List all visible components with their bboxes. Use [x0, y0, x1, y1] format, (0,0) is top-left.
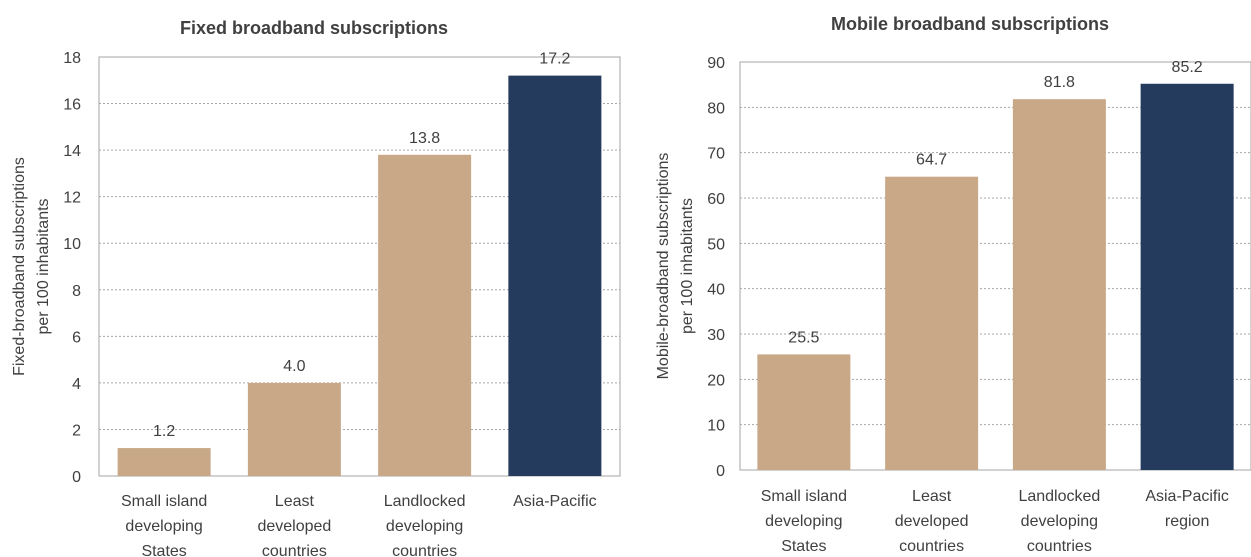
y-tick-label: 30 — [707, 327, 725, 344]
category-label-line: Small island — [761, 488, 847, 505]
y-tick-label: 4 — [72, 376, 81, 393]
bar — [757, 354, 851, 470]
y-tick-label: 50 — [707, 236, 725, 253]
category-label: Small island developing States — [761, 488, 847, 555]
category-label-line: Landlocked — [1018, 488, 1100, 505]
y-tick-label: 14 — [63, 143, 81, 160]
data-label: 17.2 — [539, 51, 570, 68]
y-tick-label: 40 — [707, 282, 725, 299]
category-label-line: States — [141, 543, 186, 557]
chart-title: Mobile broadband subscriptions — [831, 14, 1109, 34]
y-tick-label: 70 — [707, 146, 725, 163]
bar — [885, 176, 979, 470]
category-label-line: States — [781, 538, 826, 555]
bar — [1140, 83, 1234, 470]
category-label: Small island developing States — [121, 493, 207, 557]
y-axis-label-line: Mobile-broadband subscriptions — [655, 153, 672, 380]
y-tick-label: 0 — [716, 463, 725, 480]
category-label: Least developed countries — [895, 488, 969, 555]
bar — [1012, 99, 1106, 470]
category-label-line: developing — [765, 513, 842, 530]
category-label-line: countries — [392, 543, 457, 557]
y-tick-label: 10 — [707, 418, 725, 435]
y-axis-label-line: per 100 inhabitants — [679, 198, 696, 334]
category-label-line: Least — [275, 493, 315, 510]
category-label-line: developing — [1021, 513, 1098, 530]
category-label-line: Least — [912, 488, 952, 505]
category-label-line: countries — [899, 538, 964, 555]
bar — [508, 75, 602, 476]
y-tick-label: 20 — [707, 372, 725, 389]
y-tick-label: 0 — [72, 469, 81, 486]
category-label-line: developing — [386, 518, 463, 535]
data-label: 4.0 — [283, 358, 305, 375]
y-tick-label: 60 — [707, 191, 725, 208]
category-label-line: Small island — [121, 493, 207, 510]
data-label: 1.2 — [153, 423, 175, 440]
category-label-line: developing — [125, 518, 202, 535]
plot-area-frame — [98, 56, 621, 477]
y-axis-label: Mobile-broadband subscriptions per 100 in… — [655, 153, 696, 380]
data-label: 64.7 — [916, 152, 947, 169]
y-tick-label: 8 — [72, 283, 81, 300]
category-label: Landlocked developing countries — [384, 493, 466, 557]
category-label: Least developed countries — [257, 493, 331, 557]
y-axis-label: Fixed-broadband subscriptions per 100 inh… — [11, 157, 52, 376]
category-label-line: Asia-Pacific — [1145, 488, 1229, 505]
y-tick-label: 90 — [707, 55, 725, 72]
y-tick-label: 2 — [72, 422, 81, 439]
bar — [247, 382, 341, 476]
plot-area-frame — [739, 61, 1251, 471]
category-label: Asia-Pacific region — [1145, 488, 1229, 530]
category-label-line: region — [1165, 513, 1209, 530]
y-axis-label-line: per 100 inhabitants — [35, 198, 52, 334]
data-label: 13.8 — [409, 130, 440, 147]
fixed-broadband-chart: Fixed broadband subscriptions 0 2 4 6 8 10 12 14… — [11, 18, 621, 557]
y-axis-label-line: Fixed-broadband subscriptions — [11, 157, 28, 376]
category-label-line: developed — [257, 518, 331, 535]
mobile-broadband-chart: Mobile broadband subscriptions 0 10 20 30 40 5… — [655, 14, 1251, 555]
bar — [378, 154, 472, 476]
data-label: 81.8 — [1044, 74, 1075, 91]
y-tick-label: 18 — [63, 50, 81, 67]
data-label: 85.2 — [1172, 59, 1203, 76]
category-label-line: countries — [1027, 538, 1092, 555]
y-tick-label: 6 — [72, 329, 81, 346]
y-tick-label: 10 — [63, 236, 81, 253]
y-tick-label: 16 — [63, 97, 81, 114]
bar — [117, 448, 211, 476]
category-label-line: Asia-Pacific — [513, 493, 597, 510]
category-label-line: Landlocked — [384, 493, 466, 510]
category-label-line: developed — [895, 513, 969, 530]
y-tick-label: 80 — [707, 100, 725, 117]
chart-title: Fixed broadband subscriptions — [180, 18, 448, 38]
y-tick-label: 12 — [63, 190, 81, 207]
category-label-line: countries — [262, 543, 327, 557]
category-label: Asia-Pacific — [513, 493, 597, 510]
data-label: 25.5 — [788, 329, 819, 346]
category-label: Landlocked developing countries — [1018, 488, 1100, 555]
